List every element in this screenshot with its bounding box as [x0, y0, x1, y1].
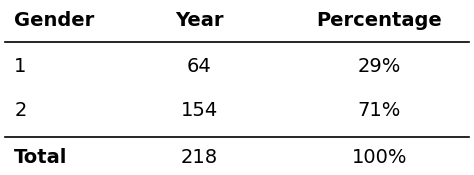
Text: Total: Total: [14, 148, 68, 167]
Text: Year: Year: [175, 12, 223, 30]
Text: 29%: 29%: [357, 57, 401, 76]
Text: Percentage: Percentage: [316, 12, 442, 30]
Text: 218: 218: [181, 148, 218, 167]
Text: Gender: Gender: [14, 12, 94, 30]
Text: 2: 2: [14, 101, 27, 120]
Text: 1: 1: [14, 57, 27, 76]
Text: 71%: 71%: [357, 101, 401, 120]
Text: 64: 64: [187, 57, 211, 76]
Text: 100%: 100%: [351, 148, 407, 167]
Text: 154: 154: [181, 101, 218, 120]
